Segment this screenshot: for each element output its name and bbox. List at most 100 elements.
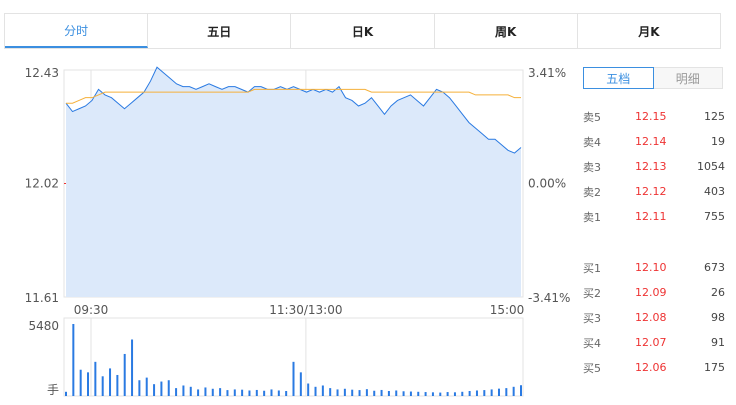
ask-label: 卖4 <box>583 135 601 149</box>
volume-bar <box>373 390 376 396</box>
ask-volume: 755 <box>704 210 725 223</box>
volume-bar <box>468 391 471 396</box>
tab-weekly-k[interactable]: 周K <box>435 14 578 48</box>
volume-bar <box>79 369 82 396</box>
ask-volume: 125 <box>704 110 725 123</box>
tab-daily-k[interactable]: 日K <box>291 14 435 48</box>
volume-bar <box>409 391 412 396</box>
volume-bar <box>395 390 398 396</box>
bid-price: 12.07 <box>635 336 667 349</box>
volume-bar <box>497 388 500 396</box>
order-book-divider <box>583 229 728 255</box>
bid-label: 买5 <box>583 361 601 375</box>
ask-volume: 403 <box>704 185 725 198</box>
volume-bar <box>387 391 390 396</box>
volume-bar <box>72 324 75 396</box>
volume-bar <box>402 391 405 396</box>
bid-volume: 91 <box>711 336 725 349</box>
bid-price: 12.09 <box>635 286 667 299</box>
ask-row: 卖1 12.11 755 <box>583 204 728 229</box>
price-tick-label: 12.02 <box>25 177 59 191</box>
volume-bar <box>160 381 163 396</box>
volume-bar <box>182 385 185 396</box>
chart-period-tabs: 分时 五日 日K 周K 月K <box>4 13 721 49</box>
bid-label: 买4 <box>583 336 601 350</box>
tab-intraday[interactable]: 分时 <box>5 14 149 48</box>
percent-tick-label: 3.41% <box>528 66 566 80</box>
bid-label: 买2 <box>583 286 601 300</box>
bid-volume: 175 <box>704 361 725 374</box>
volume-bar <box>292 361 295 396</box>
volume-bar <box>241 389 244 396</box>
bid-row: 买2 12.09 26 <box>583 280 728 305</box>
volume-bar <box>343 388 346 396</box>
volume-bar <box>248 390 251 396</box>
price-tick-label: 11.61 <box>25 291 59 305</box>
volume-bar <box>365 389 368 396</box>
volume-bar <box>204 387 207 396</box>
volume-bar <box>461 391 464 396</box>
ask-row: 卖4 12.14 19 <box>583 129 728 154</box>
volume-bar <box>483 390 486 396</box>
price-tick-label: 12.43 <box>25 66 59 80</box>
volume-bar <box>380 389 383 396</box>
volume-bar <box>87 372 90 396</box>
volume-bar <box>475 390 478 396</box>
bid-row: 买3 12.08 98 <box>583 305 728 330</box>
ask-label: 卖3 <box>583 160 601 174</box>
tab-five-day[interactable]: 五日 <box>148 14 292 48</box>
volume-bar <box>285 391 288 396</box>
volume-bar <box>211 388 214 396</box>
volume-bar <box>446 392 449 396</box>
bid-label: 买1 <box>583 261 601 275</box>
bid-volume: 673 <box>704 261 725 274</box>
volume-bar <box>123 353 126 396</box>
bid-row: 买5 12.06 175 <box>583 355 728 380</box>
percent-tick-label: 0.00% <box>528 177 566 191</box>
average-price-line <box>66 88 521 104</box>
volume-bar <box>197 389 200 396</box>
volume-bar <box>490 389 493 396</box>
volume-bar <box>226 390 229 396</box>
volume-bar <box>145 377 148 396</box>
volume-bar <box>307 383 310 396</box>
volume-bar <box>233 389 236 396</box>
order-book: 卖5 12.15 125 卖4 12.14 19 卖3 12.13 1054 卖2 12.12… <box>583 104 728 380</box>
bid-volume: 26 <box>711 286 725 299</box>
ask-price: 12.13 <box>635 160 667 173</box>
volume-bar <box>431 392 434 396</box>
volume-unit-label: 手 <box>47 383 59 397</box>
volume-bar <box>314 386 317 396</box>
tab-five-levels[interactable]: 五档 <box>583 67 654 89</box>
volume-bar <box>65 391 67 396</box>
ask-label: 卖5 <box>583 110 601 124</box>
volume-bar <box>219 388 222 396</box>
ask-row: 卖2 12.12 403 <box>583 179 728 204</box>
bid-row: 买1 12.10 673 <box>583 255 728 280</box>
volume-bar <box>424 392 427 396</box>
tab-trade-details[interactable]: 明细 <box>653 67 723 89</box>
bid-row: 买4 12.07 91 <box>583 330 728 355</box>
ask-price: 12.12 <box>635 185 667 198</box>
volume-bar <box>138 380 141 396</box>
volume-bar <box>321 385 324 396</box>
volume-bar <box>116 374 119 396</box>
time-tick-label: 09:30 <box>74 303 109 317</box>
ask-volume: 19 <box>711 135 725 148</box>
volume-bar <box>175 388 178 396</box>
tab-monthly-k[interactable]: 月K <box>638 24 660 39</box>
intraday-chart: 12.43 12.02 11.61 3.41% 0.00% -3.41% 09:30 11:3… <box>25 66 571 397</box>
volume-bar <box>520 385 522 396</box>
volume-bar <box>94 361 97 396</box>
volume-bar <box>336 389 339 396</box>
bid-price: 12.10 <box>635 261 667 274</box>
volume-bar <box>329 388 332 396</box>
volume-bar <box>109 368 112 396</box>
volume-bar <box>358 390 361 396</box>
ask-price: 12.14 <box>635 135 667 148</box>
volume-bar <box>351 389 354 396</box>
volume-bar <box>167 380 170 396</box>
volume-bar <box>263 390 266 396</box>
price-area <box>66 67 521 297</box>
volume-bar <box>453 392 456 396</box>
